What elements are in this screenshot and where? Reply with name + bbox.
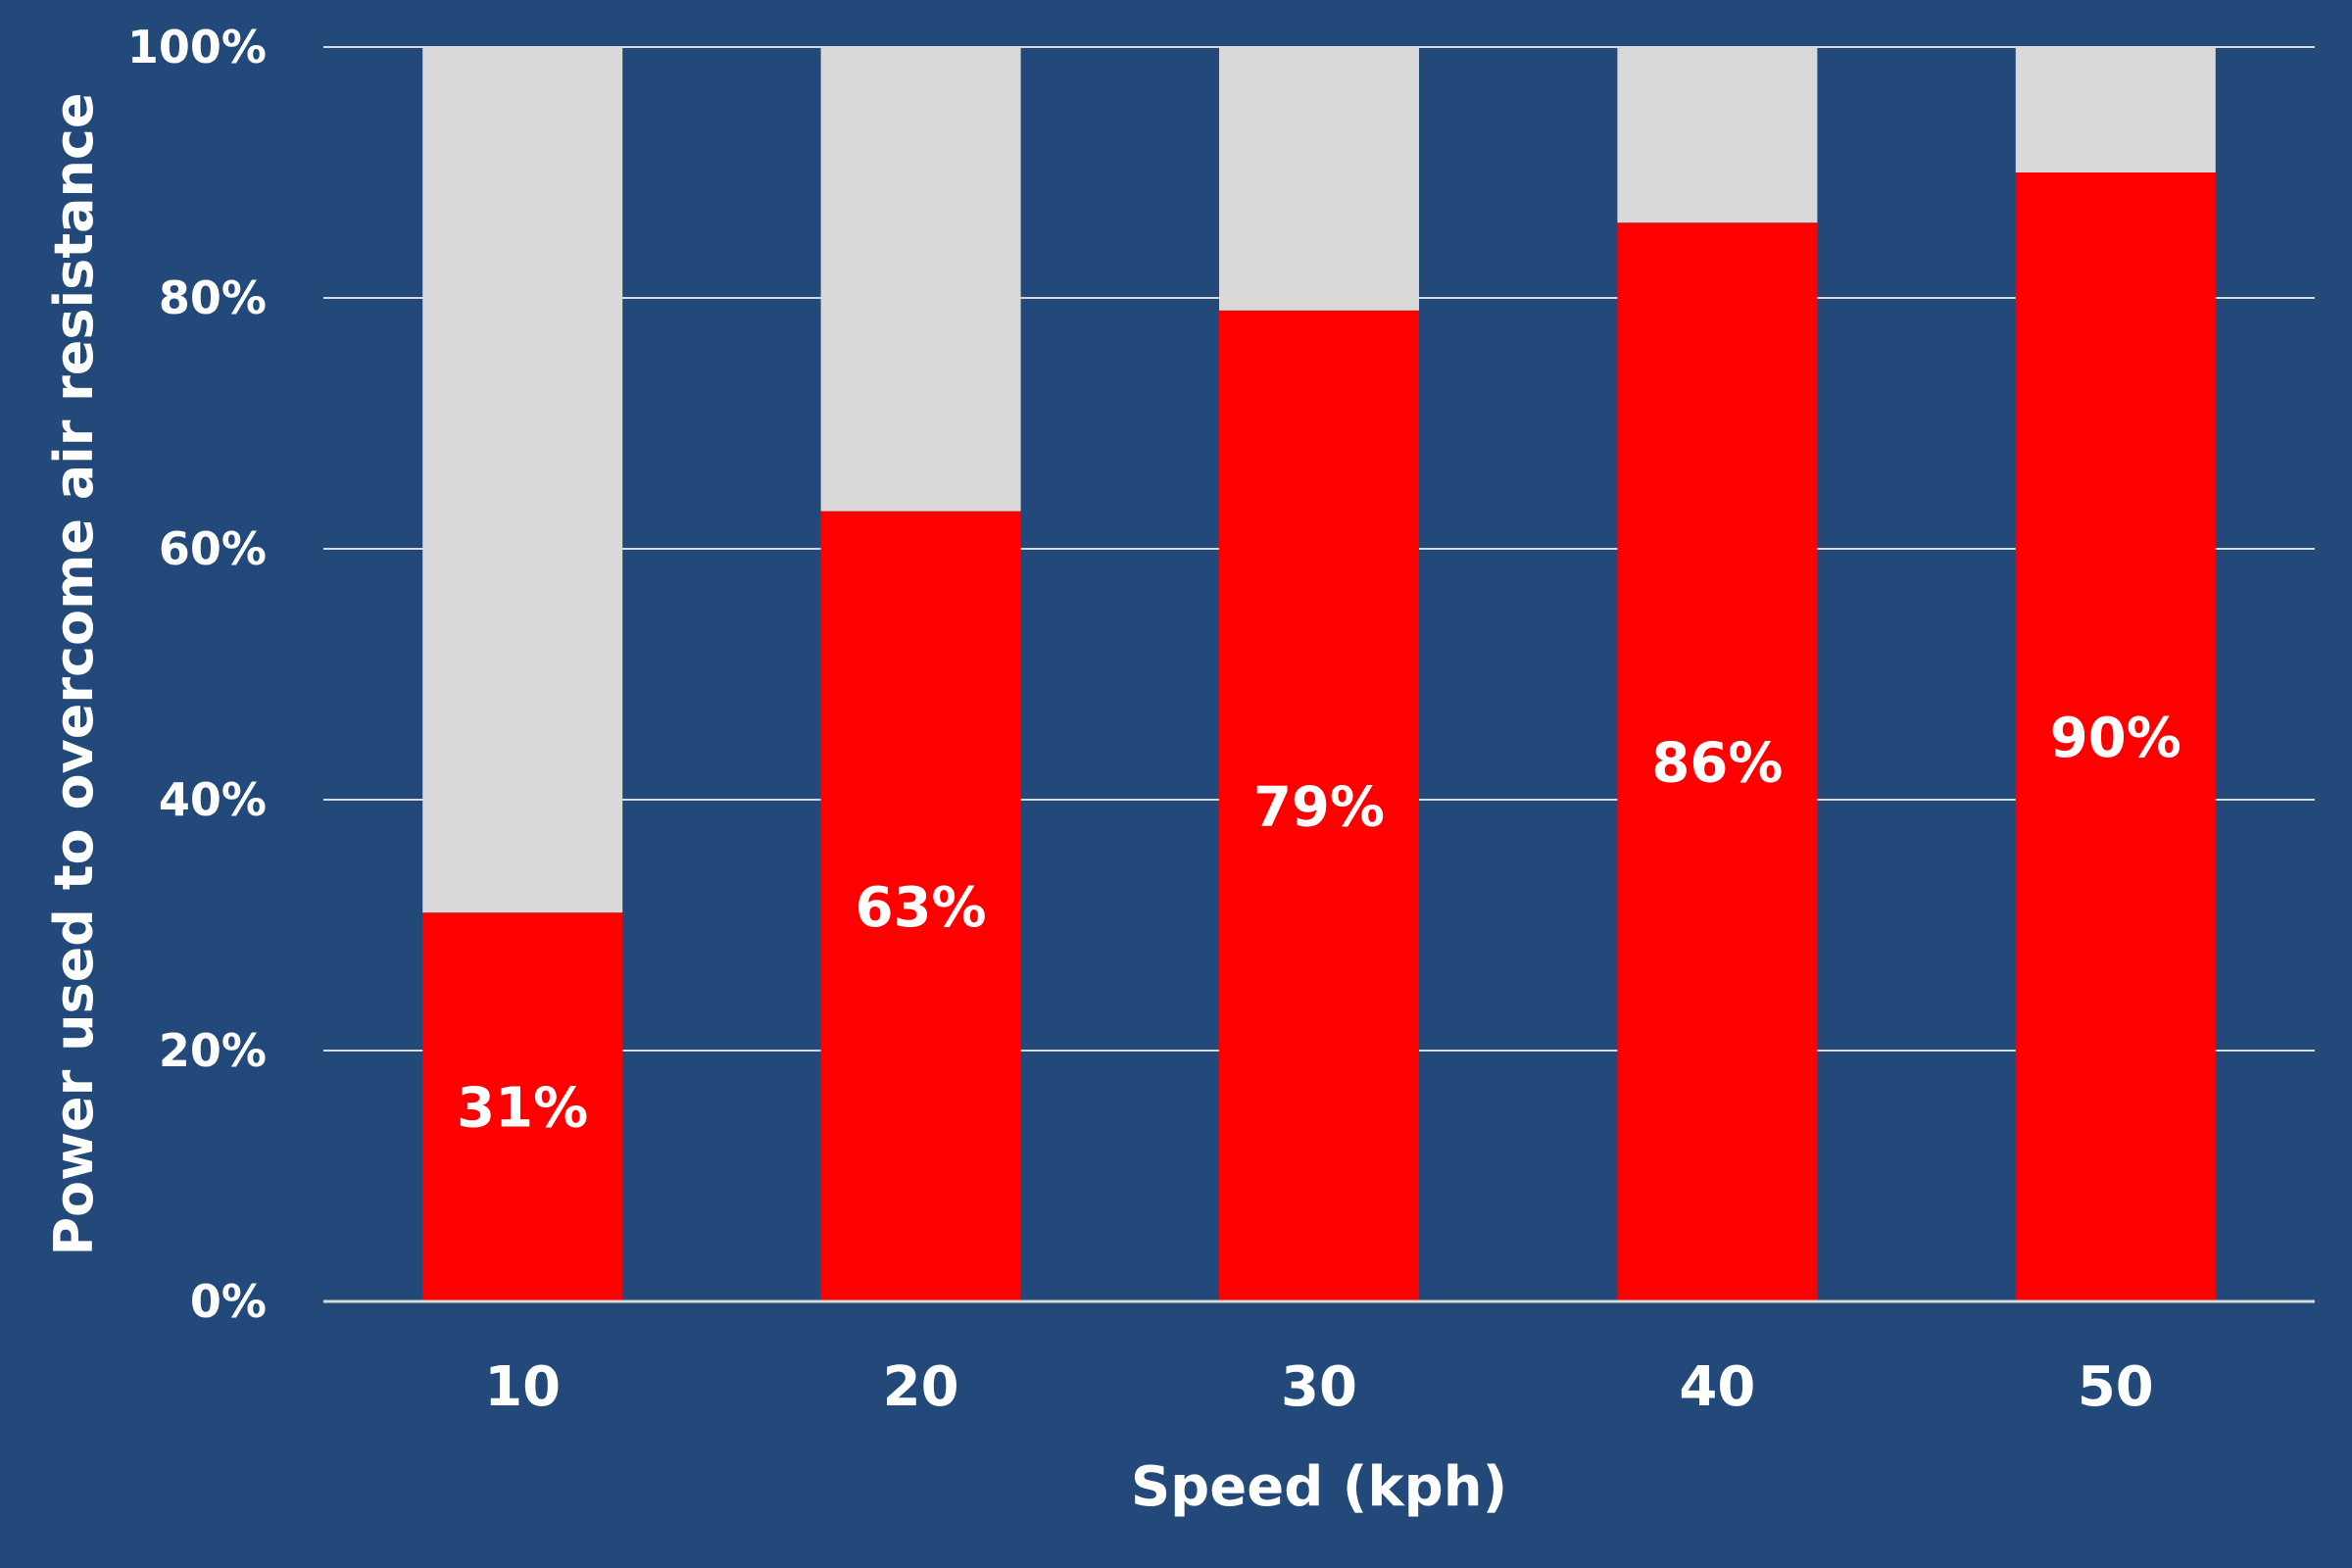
x-tick-label: 10 (484, 1355, 561, 1419)
bar-value (1219, 310, 1419, 1301)
y-tick-label: 20% (159, 1024, 267, 1077)
y-tick-label: 0% (190, 1275, 267, 1328)
data-label: 79% (1253, 775, 1385, 839)
x-axis-title: Speed (kph) (1131, 1455, 1507, 1519)
bar-remainder (422, 47, 623, 913)
x-tick-label: 20 (883, 1355, 959, 1419)
y-tick-label: 40% (159, 773, 267, 826)
y-axis-ticks: 0% 20% 40% 60% 80% 100% (127, 21, 267, 1328)
bar-remainder (2015, 47, 2216, 172)
bar-remainder (1617, 47, 1818, 223)
data-label: 90% (2050, 707, 2181, 770)
y-tick-label: 80% (159, 271, 267, 324)
data-label: 86% (1651, 732, 1783, 796)
data-label: 63% (856, 876, 987, 940)
bar-remainder (820, 47, 1021, 512)
bar-value (1617, 222, 1818, 1302)
x-tick-label: 30 (1281, 1355, 1357, 1419)
bar-value (2015, 172, 2216, 1301)
bar-value (422, 912, 623, 1301)
bar-value (820, 511, 1021, 1301)
x-tick-label: 40 (1679, 1355, 1755, 1419)
y-tick-label: 60% (159, 522, 267, 575)
y-tick-label: 100% (127, 21, 267, 74)
x-axis-ticks: 10 20 30 40 50 (484, 1355, 2154, 1419)
x-tick-label: 50 (2078, 1355, 2154, 1419)
bars (422, 47, 2216, 1302)
y-axis-title: Power used to overcome air resistance (43, 92, 105, 1255)
data-label: 31% (457, 1077, 588, 1141)
data-labels: 31% 63% 79% 86% 90% (457, 707, 2181, 1141)
bar-remainder (1219, 47, 1419, 311)
